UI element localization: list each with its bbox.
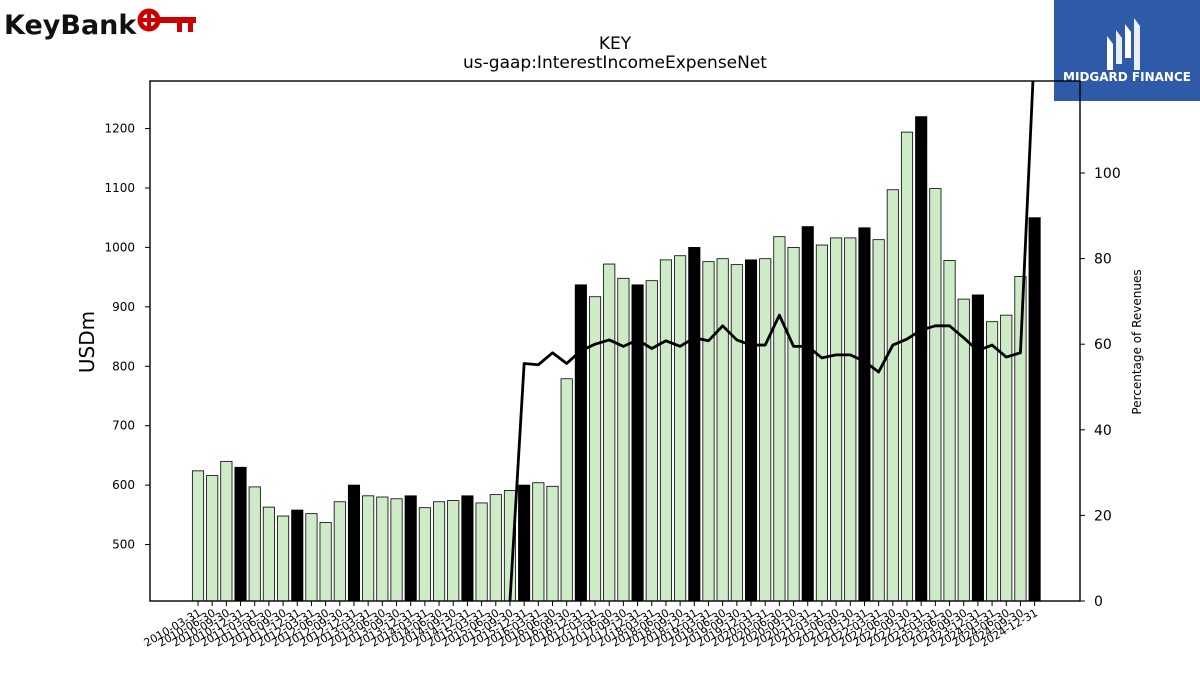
midgard-logo-text: MIDGARD FINANCE <box>1063 70 1191 84</box>
bar-2022-03-31 <box>872 239 885 602</box>
bar-2016-03-31 <box>532 482 545 602</box>
bar-2020-12-31 <box>801 226 814 602</box>
bar-2011-03-31 <box>248 486 261 602</box>
bar-2011-06-30 <box>262 506 275 602</box>
bar-2010-12-31 <box>234 466 247 602</box>
midgard-finance-logo: MIDGARD FINANCE <box>1054 0 1200 101</box>
y2-tick-label-20: 20 <box>1094 508 1112 524</box>
bars-layer <box>191 116 1041 602</box>
bar-2013-09-30 <box>390 498 403 602</box>
bar-2010-03-31 <box>191 470 205 602</box>
keybank-logo-text: KeyBank <box>4 10 137 41</box>
y-tick-label-800: 800 <box>112 359 135 373</box>
bar-2011-12-31 <box>291 509 304 602</box>
bar-2011-09-30 <box>277 515 290 602</box>
chart-subtitle: us-gaap:InterestIncomeExpenseNet <box>463 53 767 73</box>
y-tick-label-900: 900 <box>112 300 135 314</box>
bar-2013-12-31 <box>404 495 417 602</box>
bar-2023-09-30 <box>957 298 970 602</box>
y-tick-label-1000: 1000 <box>104 240 135 254</box>
bar-2010-06-30 <box>206 475 219 602</box>
bar-2019-12-31 <box>744 259 758 602</box>
bar-2020-03-31 <box>759 258 772 602</box>
line-layer <box>508 81 1035 601</box>
bar-2022-06-30 <box>886 189 899 602</box>
bar-2023-06-30 <box>943 260 956 602</box>
bar-2018-09-30 <box>674 255 687 602</box>
chart-title: KEY <box>599 34 632 54</box>
bar-2020-09-30 <box>787 246 800 602</box>
key-icon <box>137 8 196 32</box>
bar-2012-12-31 <box>347 484 361 602</box>
midgard-mark-icon: MIDGARD FINANCE <box>1063 18 1191 84</box>
bar-2023-12-31 <box>971 294 984 602</box>
bar-2014-12-31 <box>461 495 474 602</box>
bar-2018-12-31 <box>688 246 701 602</box>
bar-2024-03-31 <box>986 321 999 602</box>
bar-2015-12-31 <box>518 484 531 602</box>
bar-2021-12-31 <box>858 227 871 602</box>
bar-2012-09-30 <box>333 501 346 602</box>
bar-2016-06-30 <box>546 485 559 602</box>
y-tick-label-1200: 1200 <box>104 122 135 136</box>
y2-tick-label-40: 40 <box>1094 423 1112 439</box>
bar-2012-06-30 <box>319 522 332 602</box>
bar-2018-03-31 <box>645 280 658 602</box>
y-tick-label-600: 600 <box>112 478 135 492</box>
plot-frame <box>149 80 1081 602</box>
bar-2023-03-31 <box>929 188 942 602</box>
bar-2021-03-31 <box>815 244 828 602</box>
bar-2016-12-31 <box>574 284 587 602</box>
bar-2015-06-30 <box>489 494 502 602</box>
keybank-logo: KeyBank <box>4 8 196 41</box>
y-tick-label-500: 500 <box>112 538 135 552</box>
bar-2017-06-30 <box>603 263 616 602</box>
y2-tick-label-0: 0 <box>1094 594 1103 610</box>
axes-layer: 5006007008009001000110012000204060801002… <box>104 80 1121 650</box>
bar-2021-09-30 <box>844 237 857 602</box>
bar-2021-06-30 <box>830 237 843 602</box>
bar-2019-03-31 <box>702 261 715 602</box>
bar-2020-06-30 <box>773 236 786 602</box>
y2-tick-label-60: 60 <box>1094 337 1112 353</box>
bar-2014-06-30 <box>433 501 446 602</box>
bar-2017-12-31 <box>631 284 644 602</box>
bar-2018-06-30 <box>659 259 672 602</box>
bar-2022-12-31 <box>915 116 928 602</box>
bar-2019-06-30 <box>716 258 729 602</box>
bar-2017-09-30 <box>617 277 630 602</box>
y2-tick-label-100: 100 <box>1094 166 1121 182</box>
bar-2022-09-30 <box>900 131 914 602</box>
y2-axis-label: Percentage of Revenues <box>1130 269 1144 414</box>
bar-2016-09-30 <box>560 378 573 602</box>
bar-2015-03-31 <box>475 502 488 602</box>
bar-2010-09-30 <box>220 460 233 602</box>
percentage-line <box>508 81 1035 601</box>
bar-2024-12-31 <box>1028 217 1041 602</box>
bar-2012-03-31 <box>305 513 318 602</box>
y-axis-label: USDm <box>75 311 99 373</box>
bar-2019-09-30 <box>730 264 743 602</box>
bar-2013-03-31 <box>362 495 375 602</box>
y2-tick-label-80: 80 <box>1094 252 1112 268</box>
y-tick-label-700: 700 <box>112 419 135 433</box>
y-tick-label-1100: 1100 <box>104 181 135 195</box>
bar-2014-09-30 <box>447 500 460 602</box>
bar-2013-06-30 <box>376 496 389 602</box>
bar-2014-03-31 <box>418 507 431 602</box>
